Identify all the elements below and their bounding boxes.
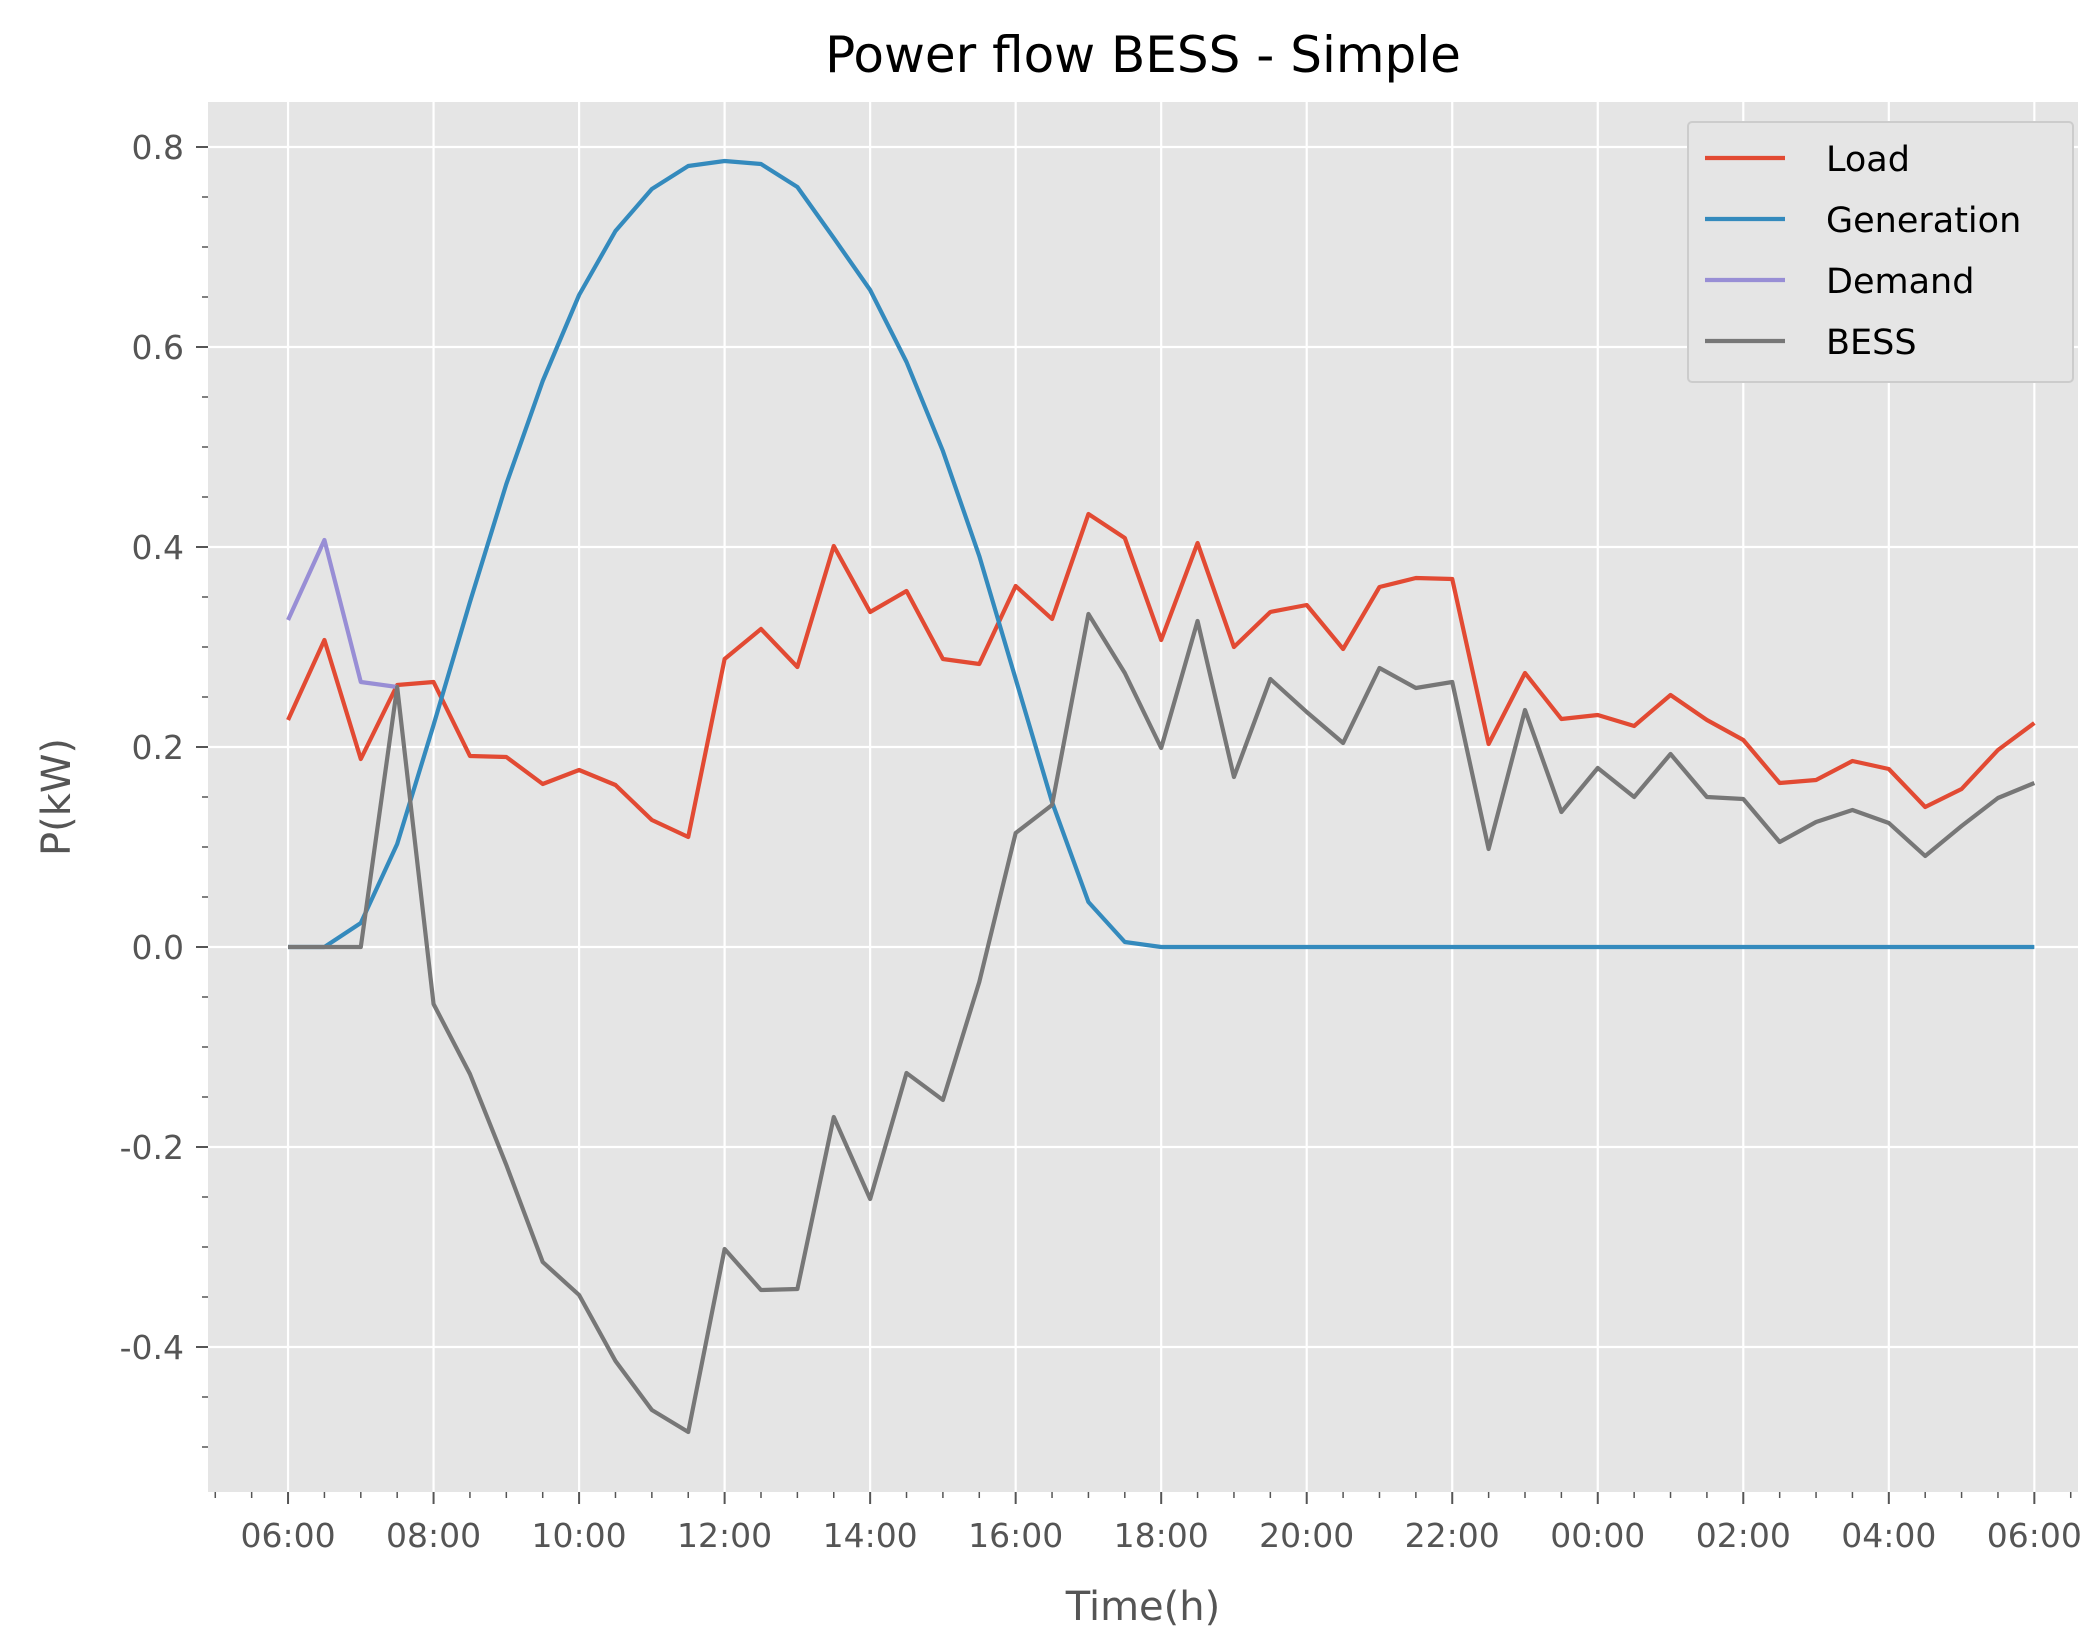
x-tick-label: 10:00	[532, 1516, 627, 1555]
legend-label-load: Load	[1826, 140, 1910, 180]
legend-label-generation: Generation	[1826, 201, 2021, 241]
x-tick-label: 14:00	[823, 1516, 918, 1555]
y-axis-label: P(kW)	[34, 738, 80, 856]
y-tick-label: 0.8	[132, 128, 184, 167]
major-ticks	[196, 146, 2036, 1504]
legend-box	[1687, 121, 2074, 383]
x-tick-label: 02:00	[1696, 1516, 1791, 1555]
x-axis-label: Time(h)	[1065, 1584, 1220, 1630]
minor-ticks	[202, 196, 2072, 1498]
x-tick-label: 16:00	[968, 1516, 1063, 1555]
x-tick-label: 18:00	[1114, 1516, 1209, 1555]
tick-labels: 06:00 08:00 10:00 12:00 14:00 16:00 18:00 20:00…	[120, 128, 2082, 1555]
series-line-load	[286, 511, 2036, 840]
series-layer	[286, 158, 2036, 1435]
legend-label-demand: Demand	[1826, 262, 1974, 302]
y-tick-label: 0.0	[132, 928, 184, 967]
x-tick-label: 08:00	[386, 1516, 481, 1555]
y-tick-label: 0.2	[132, 728, 184, 767]
series-line-generation	[288, 158, 2035, 950]
x-tick-label: 04:00	[1841, 1516, 1936, 1555]
series-line-bess	[288, 611, 2036, 1435]
x-tick-label: 22:00	[1405, 1516, 1500, 1555]
x-tick-label: 20:00	[1259, 1516, 1354, 1555]
x-tick-label: 00:00	[1550, 1516, 1645, 1555]
y-tick-label: -0.2	[120, 1128, 184, 1167]
chart-title: Power flow BESS - Simple	[825, 26, 1461, 84]
legend: Load Generation Demand BESS	[1687, 121, 2074, 383]
series-line-demand	[286, 537, 398, 690]
x-tick-label: 06:00	[240, 1516, 335, 1555]
y-tick-label: -0.4	[120, 1328, 184, 1367]
x-tick-label: 12:00	[677, 1516, 772, 1555]
gridlines	[208, 102, 2078, 1492]
legend-label-bess: BESS	[1826, 323, 1917, 363]
y-tick-label: 0.6	[132, 328, 184, 367]
y-tick-label: 0.4	[132, 528, 184, 567]
x-tick-label: 06:00	[1987, 1516, 2082, 1555]
